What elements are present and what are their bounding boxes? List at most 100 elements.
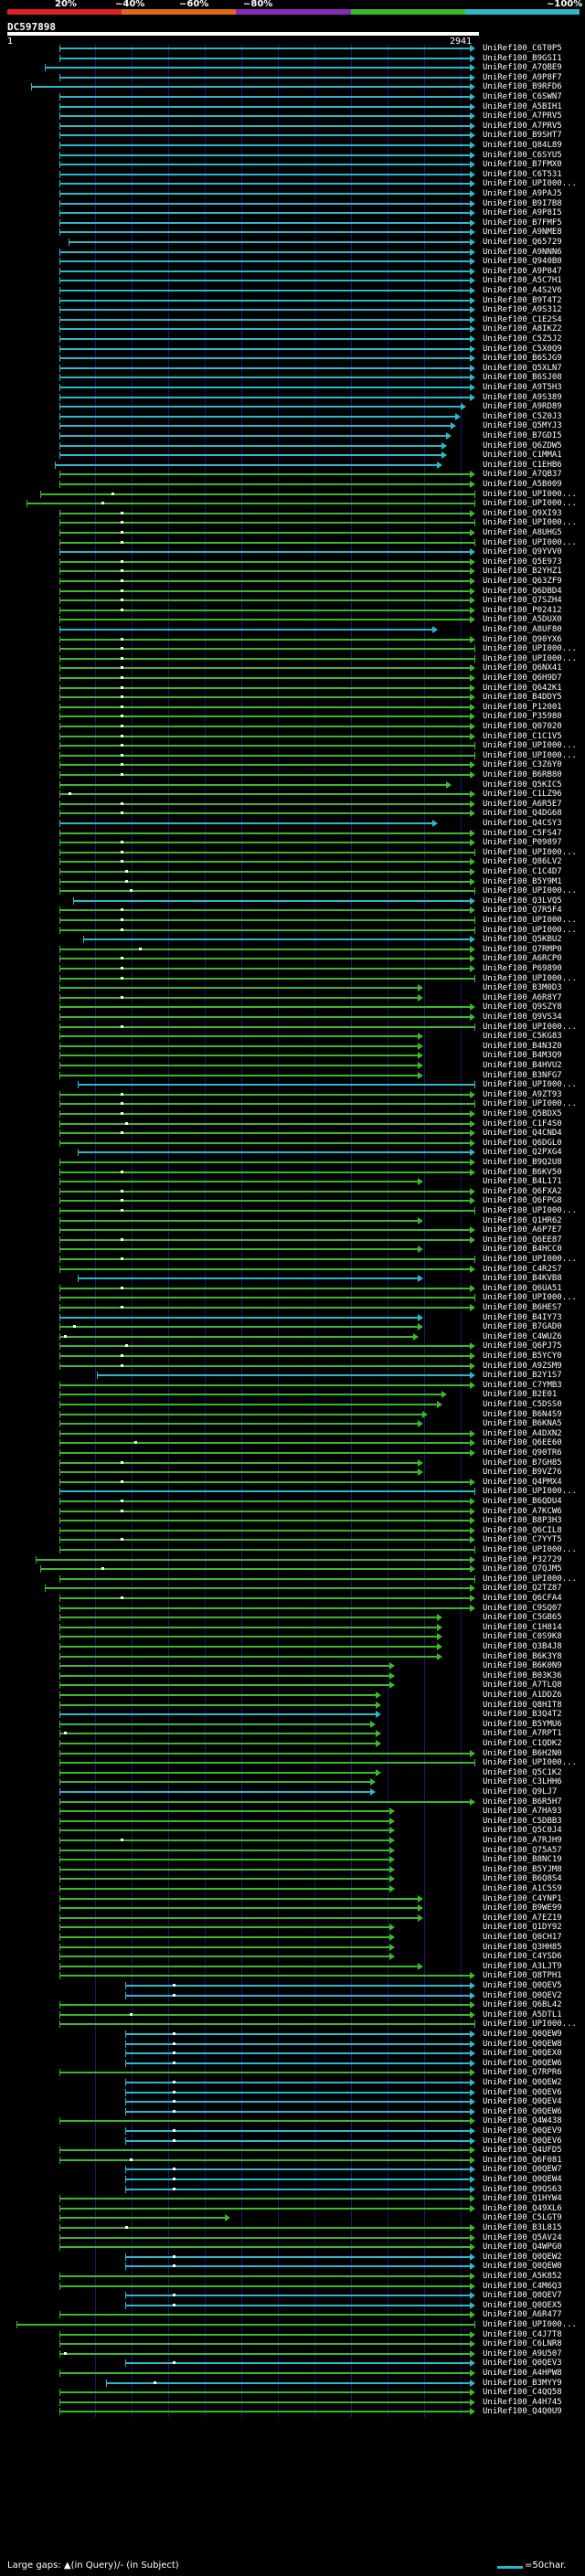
hit-row[interactable]: UniRef100_UPI000... — [0, 1574, 585, 1584]
hit-row[interactable]: UniRef100_C1EHB6 — [0, 461, 585, 470]
hit-alignment-bar[interactable] — [58, 2217, 226, 2220]
hit-label[interactable]: UniRef100_UPI000... — [483, 537, 577, 547]
hit-alignment-bar[interactable] — [58, 1694, 377, 1696]
hit-label[interactable]: UniRef100_Q6DGL0 — [483, 1138, 562, 1148]
hit-alignment-bar[interactable] — [58, 376, 471, 379]
hit-label[interactable]: UniRef100_Q7RPR6 — [483, 2068, 562, 2078]
hit-label[interactable]: UniRef100_Q940B0 — [483, 257, 562, 267]
hit-label[interactable]: UniRef100_Q0QEW2 — [483, 2078, 562, 2087]
hit-alignment-bar[interactable] — [58, 551, 471, 554]
hit-row[interactable]: UniRef100_B5Y9M1 — [0, 877, 585, 886]
hit-label[interactable]: UniRef100_B3M0D3 — [483, 983, 562, 993]
hit-row[interactable]: UniRef100_C1QDK2 — [0, 1739, 585, 1748]
hit-row[interactable]: UniRef100_B9WE99 — [0, 1903, 585, 1913]
hit-alignment-bar[interactable] — [58, 1674, 391, 1677]
hit-label[interactable]: UniRef100_Q63ZF9 — [483, 577, 562, 586]
hit-row[interactable]: UniRef100_B6QDU4 — [0, 1497, 585, 1506]
hit-row[interactable]: UniRef100_B9Q2U8 — [0, 1158, 585, 1167]
hit-row[interactable]: UniRef100_B9VZ76 — [0, 1468, 585, 1477]
hit-alignment-bar[interactable] — [58, 1500, 471, 1502]
hit-alignment-bar[interactable] — [58, 958, 471, 960]
hit-alignment-bar[interactable] — [58, 299, 471, 302]
hit-row[interactable]: UniRef100_UPI000... — [0, 848, 585, 857]
hit-label[interactable]: UniRef100_B5YMU6 — [483, 1719, 562, 1729]
hit-row[interactable]: UniRef100_C4M6Q3 — [0, 2282, 585, 2291]
hit-label[interactable]: UniRef100_Q84L89 — [483, 141, 562, 150]
hit-label[interactable]: UniRef100_A7RPT1 — [483, 1729, 562, 1739]
hit-alignment-bar[interactable] — [58, 1791, 372, 1793]
hit-label[interactable]: UniRef100_A7KCW6 — [483, 1506, 562, 1516]
hit-label[interactable]: UniRef100_C3LHH6 — [483, 1777, 562, 1787]
hit-row[interactable]: UniRef100_Q5MYJ3 — [0, 421, 585, 430]
hit-row[interactable]: UniRef100_B6H2N0 — [0, 1749, 585, 1758]
hit-row[interactable]: UniRef100_Q4CND4 — [0, 1129, 585, 1138]
hit-alignment-bar[interactable] — [58, 822, 433, 824]
hit-alignment-bar[interactable] — [106, 2381, 471, 2384]
hit-alignment-bar[interactable] — [58, 1510, 471, 1512]
hit-label[interactable]: UniRef100_A1C5S9 — [483, 1884, 562, 1893]
hit-label[interactable]: UniRef100_B7GAD0 — [483, 1322, 562, 1332]
hit-label[interactable]: UniRef100_A9NNN6 — [483, 247, 562, 257]
hit-row[interactable]: UniRef100_B7FMX0 — [0, 160, 585, 169]
hit-label[interactable]: UniRef100_UPI000... — [483, 741, 577, 751]
hit-label[interactable]: UniRef100_Q0QEX0 — [483, 2049, 562, 2059]
hit-row[interactable]: UniRef100_Q0QEW9 — [0, 2030, 585, 2039]
hit-alignment-bar[interactable] — [58, 1383, 471, 1386]
hit-row[interactable]: UniRef100_Q0QEX0 — [0, 2049, 585, 2058]
hit-label[interactable]: UniRef100_A1DDZ6 — [483, 1691, 562, 1700]
hit-label[interactable]: UniRef100_UPI000... — [483, 847, 577, 857]
hit-alignment-bar[interactable] — [58, 2013, 471, 2016]
hit-alignment-bar[interactable] — [58, 1132, 471, 1135]
hit-row[interactable]: UniRef100_Q5C1K2 — [0, 1768, 585, 1777]
hit-label[interactable]: UniRef100_A9PAJ5 — [483, 189, 562, 198]
hit-label[interactable]: UniRef100_UPI000... — [483, 973, 577, 983]
hit-label[interactable]: UniRef100_Q5XLN7 — [483, 363, 562, 373]
hit-alignment-bar[interactable] — [58, 890, 474, 893]
hit-label[interactable]: UniRef100_Q6CFA4 — [483, 1594, 562, 1603]
hit-alignment-bar[interactable] — [58, 2391, 471, 2394]
hit-row[interactable]: UniRef100_B3MYY9 — [0, 2379, 585, 2388]
hit-label[interactable]: UniRef100_C7YMB3 — [483, 1380, 562, 1390]
hit-label[interactable]: UniRef100_C1H814 — [483, 1622, 562, 1632]
hit-alignment-bar[interactable] — [58, 570, 471, 573]
hit-alignment-bar[interactable] — [125, 1985, 471, 1987]
hit-label[interactable]: UniRef100_Q6NX41 — [483, 663, 562, 673]
hit-label[interactable]: UniRef100_B2E01 — [483, 1390, 558, 1400]
hit-alignment-bar[interactable] — [125, 2042, 471, 2045]
hit-label[interactable]: UniRef100_C4QQ58 — [483, 2388, 562, 2398]
hit-label[interactable]: UniRef100_C9SQ07 — [483, 1603, 562, 1613]
hit-label[interactable]: UniRef100_B6RB80 — [483, 770, 562, 779]
hit-row[interactable]: UniRef100_UPI000... — [0, 1206, 585, 1215]
hit-row[interactable]: UniRef100_C9SQ07 — [0, 1604, 585, 1613]
hit-label[interactable]: UniRef100_Q3LVQ5 — [483, 896, 562, 906]
hit-row[interactable]: UniRef100_Q7SZH4 — [0, 596, 585, 605]
hit-row[interactable]: UniRef100_Q63ZF9 — [0, 577, 585, 586]
hit-alignment-bar[interactable] — [58, 2401, 471, 2403]
hit-label[interactable]: UniRef100_B5Y9M1 — [483, 876, 562, 886]
hit-label[interactable]: UniRef100_Q6EE87 — [483, 1235, 562, 1245]
hit-alignment-bar[interactable] — [45, 67, 471, 69]
hit-row[interactable]: UniRef100_A9PAJ5 — [0, 189, 585, 198]
hit-label[interactable]: UniRef100_Q0QEV6 — [483, 2136, 562, 2146]
hit-alignment-bar[interactable] — [58, 1878, 391, 1881]
hit-row[interactable]: UniRef100_Q6DGL0 — [0, 1139, 585, 1148]
hit-row[interactable]: UniRef100_B4KVB8 — [0, 1274, 585, 1283]
hit-label[interactable]: UniRef100_B6QDU4 — [483, 1497, 562, 1506]
hit-alignment-bar[interactable] — [58, 968, 471, 970]
hit-alignment-bar[interactable] — [58, 512, 471, 514]
hit-label[interactable]: UniRef100_A6R477 — [483, 2310, 562, 2320]
hit-alignment-bar[interactable] — [58, 928, 474, 931]
hit-alignment-bar[interactable] — [58, 444, 442, 447]
hit-label[interactable]: UniRef100_A4DXN2 — [483, 1428, 562, 1438]
hit-alignment-bar[interactable] — [58, 1287, 471, 1289]
hit-label[interactable]: UniRef100_P69890 — [483, 964, 562, 973]
hit-alignment-bar[interactable] — [58, 1626, 438, 1628]
hit-row[interactable]: UniRef100_C1C1V5 — [0, 732, 585, 741]
hit-row[interactable]: UniRef100_Q4WPG0 — [0, 2242, 585, 2252]
hit-alignment-bar[interactable] — [58, 250, 471, 253]
hit-row[interactable]: UniRef100_C5DSS0 — [0, 1400, 585, 1409]
hit-row[interactable]: UniRef100_P32729 — [0, 1555, 585, 1564]
hit-label[interactable]: UniRef100_P02412 — [483, 605, 562, 615]
hit-label[interactable]: UniRef100_A7EZ19 — [483, 1913, 562, 1923]
hit-row[interactable]: UniRef100_A6R8Y7 — [0, 993, 585, 1002]
